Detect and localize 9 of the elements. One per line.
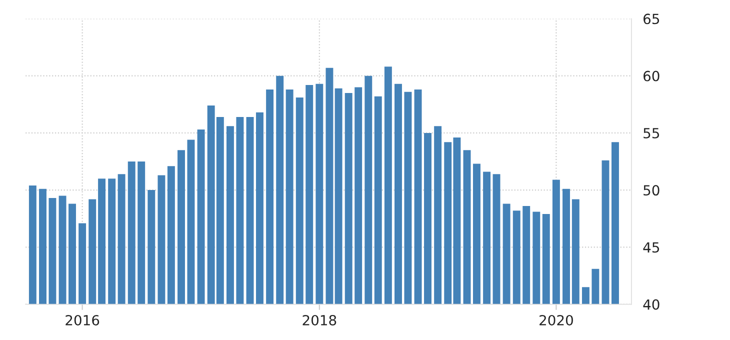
y-tick-label: 65 xyxy=(644,14,660,24)
y-tick-label: 50 xyxy=(644,185,660,196)
y-tick-label: 55 xyxy=(644,128,660,138)
y-tick-label: 45 xyxy=(643,242,660,253)
x-tick-label: 2016 xyxy=(66,314,100,326)
x-tick-label: 2020 xyxy=(540,314,573,326)
x-tick-label: 2018 xyxy=(302,314,336,326)
y-tick-label: 40 xyxy=(643,299,660,310)
y-tick-label: 60 xyxy=(644,70,660,82)
